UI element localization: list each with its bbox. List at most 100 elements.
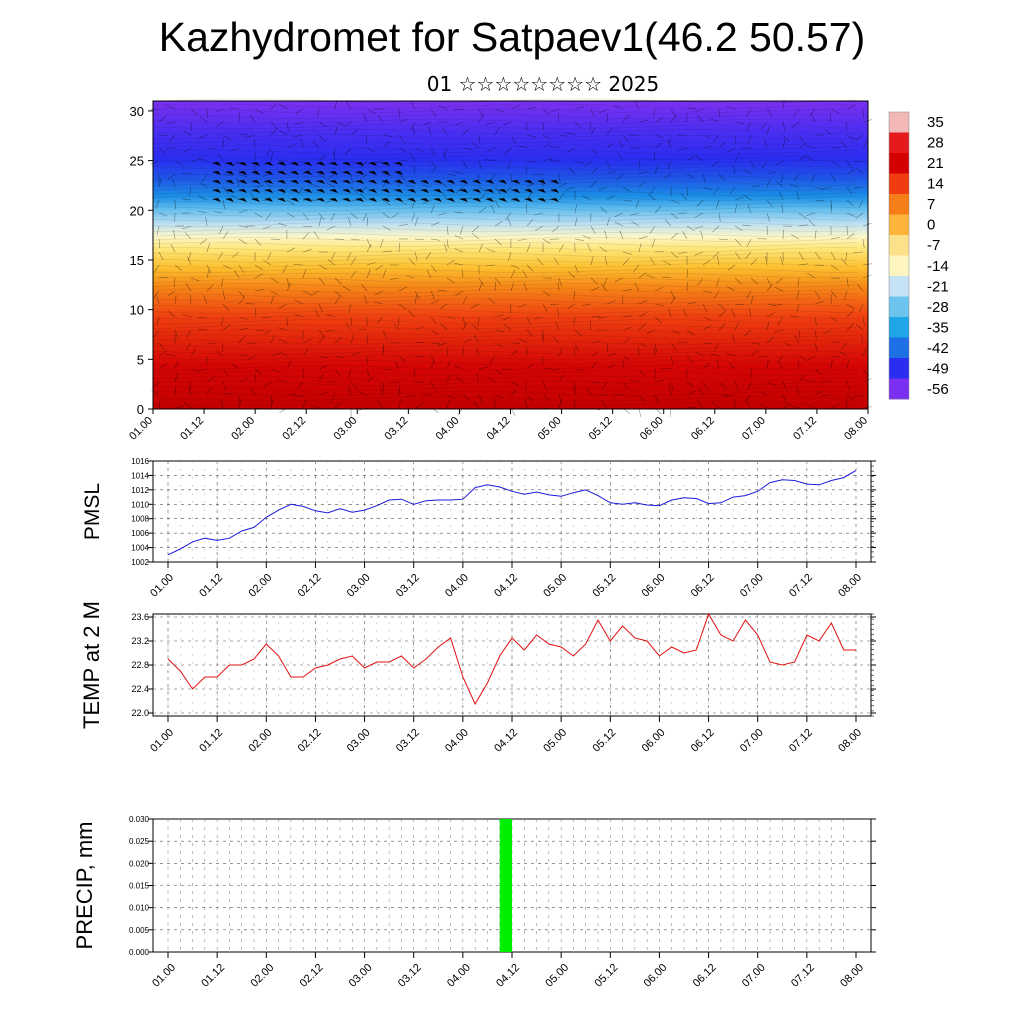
contour-line bbox=[152, 211, 858, 217]
jet-arrow bbox=[368, 180, 377, 184]
wind-barb bbox=[830, 173, 837, 182]
wind-barb bbox=[686, 302, 696, 305]
wind-barb bbox=[477, 316, 480, 326]
y-tick-label: 1008 bbox=[131, 515, 149, 524]
wind-barb bbox=[471, 142, 480, 149]
wind-barb bbox=[286, 360, 292, 370]
temperature-colorbar: 35 28 21 14 7 0 -7 -14 -21 -28 -35 -42 -49 -56 bbox=[888, 111, 949, 400]
wind-barb bbox=[334, 401, 342, 409]
wind-barb bbox=[454, 121, 464, 126]
wind-barb bbox=[238, 238, 247, 245]
wind-barb bbox=[776, 180, 784, 188]
wind-barb bbox=[183, 147, 192, 153]
wind-barb bbox=[686, 173, 695, 179]
wind-barb bbox=[334, 290, 342, 298]
jet-arrow bbox=[446, 180, 455, 184]
wind-barb bbox=[254, 212, 263, 219]
wind-barb bbox=[174, 405, 184, 409]
jet-arrow bbox=[550, 198, 559, 202]
wind-barb bbox=[345, 147, 352, 156]
wind-barb bbox=[790, 315, 800, 318]
precip-bar bbox=[499, 819, 512, 952]
jet-arrow bbox=[251, 171, 260, 175]
wind-barb bbox=[744, 394, 752, 402]
jet-arrow bbox=[459, 180, 468, 184]
jet-arrow bbox=[459, 198, 468, 202]
x-tick-label: 08.00 bbox=[838, 962, 866, 990]
wind-barb bbox=[472, 225, 480, 233]
wind-barb bbox=[638, 170, 648, 175]
colorbar-label: -49 bbox=[927, 360, 949, 377]
wind-barb bbox=[574, 204, 578, 214]
wind-barb bbox=[677, 342, 688, 344]
wind-barb bbox=[810, 173, 816, 183]
y-tick-label: 1006 bbox=[131, 529, 149, 538]
wind-barb bbox=[471, 232, 480, 240]
wind-barb bbox=[382, 134, 392, 137]
colorbar-swatch bbox=[889, 317, 909, 338]
wind-barb bbox=[454, 235, 464, 240]
wind-barb bbox=[558, 192, 565, 201]
wind-barb bbox=[814, 251, 821, 260]
chart-subtitle: 01 ☆☆☆☆☆☆☆☆ 2025 bbox=[426, 72, 660, 96]
jet-arrow bbox=[277, 180, 286, 184]
wind-barb bbox=[206, 269, 210, 279]
jet-arrow bbox=[368, 198, 377, 202]
wind-barb bbox=[845, 398, 848, 409]
wind-barb bbox=[438, 212, 448, 216]
wind-barb bbox=[614, 105, 624, 110]
wind-barb bbox=[698, 387, 704, 396]
wind-barb bbox=[345, 322, 352, 331]
x-tick-label: 01.00 bbox=[148, 572, 176, 600]
wind-barb bbox=[478, 394, 483, 404]
wind-barb bbox=[574, 106, 584, 110]
wind-barb bbox=[743, 194, 752, 201]
wind-barb bbox=[249, 387, 256, 396]
wind-barb bbox=[414, 403, 424, 409]
jet-arrow bbox=[264, 198, 273, 202]
wind-barb bbox=[806, 156, 816, 162]
wind-barb bbox=[503, 324, 512, 331]
contour-line bbox=[152, 257, 858, 263]
wind-barb bbox=[478, 243, 483, 253]
wind-barb bbox=[494, 394, 504, 399]
wind-barb bbox=[846, 134, 855, 140]
wind-barb bbox=[366, 262, 376, 266]
x-tick-label: 02.00 bbox=[229, 415, 257, 443]
jet-arrow bbox=[498, 180, 507, 184]
wind-barb bbox=[174, 160, 184, 166]
contour-line bbox=[152, 349, 858, 356]
wind-barb bbox=[574, 217, 578, 227]
jet-arrow bbox=[485, 180, 494, 184]
wind-barb bbox=[398, 286, 408, 292]
wind-barb bbox=[794, 335, 800, 344]
y-tick-label: 1002 bbox=[131, 558, 149, 567]
wind-barb bbox=[702, 145, 712, 149]
wind-barb bbox=[716, 277, 720, 287]
wind-barb bbox=[263, 329, 272, 335]
x-tick-label: 07.00 bbox=[738, 572, 766, 600]
wind-barb bbox=[462, 295, 468, 305]
wind-barb bbox=[638, 235, 648, 240]
wind-barb bbox=[454, 262, 464, 266]
wind-barb bbox=[454, 365, 464, 370]
wind-barb bbox=[470, 303, 480, 309]
wind-barb bbox=[282, 264, 288, 274]
x-tick-label: 07.00 bbox=[740, 415, 768, 443]
wind-barb bbox=[713, 134, 720, 143]
contour-line bbox=[152, 344, 858, 350]
jet-arrow bbox=[212, 171, 221, 175]
wind-barb bbox=[190, 108, 198, 116]
series-line bbox=[167, 612, 856, 706]
wind-barb bbox=[398, 385, 401, 396]
wind-barb bbox=[573, 290, 576, 300]
wind-barb bbox=[806, 404, 816, 409]
wind-barb bbox=[702, 325, 712, 331]
wind-barb bbox=[558, 277, 562, 287]
wind-barb bbox=[282, 186, 288, 195]
wind-barb bbox=[214, 108, 224, 113]
colorbar-label: -42 bbox=[927, 340, 949, 357]
wind-barb bbox=[206, 147, 217, 149]
jet-arrow bbox=[277, 171, 286, 175]
wind-barb bbox=[542, 290, 551, 297]
